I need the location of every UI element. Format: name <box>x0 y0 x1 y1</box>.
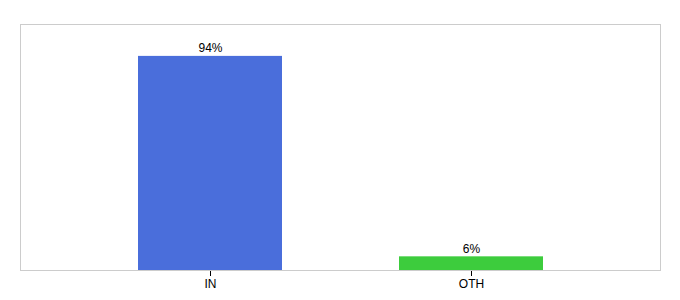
svg-text:OTH: OTH <box>459 277 484 291</box>
svg-text:94%: 94% <box>198 41 222 55</box>
svg-text:6%: 6% <box>463 242 481 256</box>
svg-text:IN: IN <box>205 277 217 291</box>
